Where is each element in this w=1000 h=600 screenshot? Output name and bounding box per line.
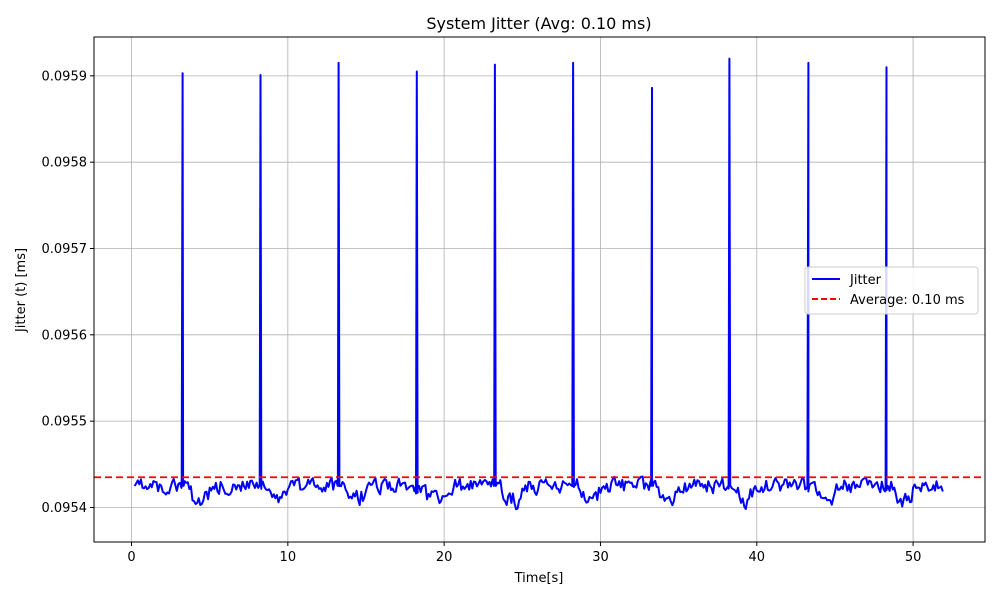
- y-tick-label: 0.0955: [42, 415, 88, 430]
- y-tick-label: 0.0958: [42, 156, 88, 171]
- y-axis: 0.0954 0.0955 0.0956 0.0957 0.0958 0.0959: [42, 69, 94, 516]
- x-axis-label: Time[s]: [514, 571, 564, 586]
- x-tick-label: 30: [592, 550, 609, 565]
- jitter-series-line: [133, 57, 944, 511]
- y-tick-label: 0.0954: [42, 501, 88, 516]
- plot-frame: [93, 36, 986, 543]
- x-tick-label: 20: [436, 550, 453, 565]
- x-tick-label: 40: [749, 550, 766, 565]
- grid-lines: [94, 37, 985, 542]
- legend-box: [804, 266, 979, 315]
- x-axis: 0 10 20 30 40 50: [127, 542, 921, 565]
- legend: Jitter Average: 0.10 ms: [804, 266, 979, 315]
- y-tick-label: 0.0957: [42, 242, 88, 257]
- plot-area: [94, 57, 985, 511]
- y-axis-label: Jitter (t) [ms]: [14, 248, 29, 333]
- y-tick-label: 0.0959: [42, 69, 88, 84]
- y-tick-label: 0.0956: [42, 328, 88, 343]
- x-tick-label: 10: [280, 550, 297, 565]
- legend-label-jitter: Jitter: [849, 273, 882, 288]
- x-tick-label: 50: [905, 550, 922, 565]
- legend-label-average: Average: 0.10 ms: [850, 293, 965, 308]
- chart-title: System Jitter (Avg: 0.10 ms): [426, 14, 651, 33]
- x-tick-label: 0: [127, 550, 135, 565]
